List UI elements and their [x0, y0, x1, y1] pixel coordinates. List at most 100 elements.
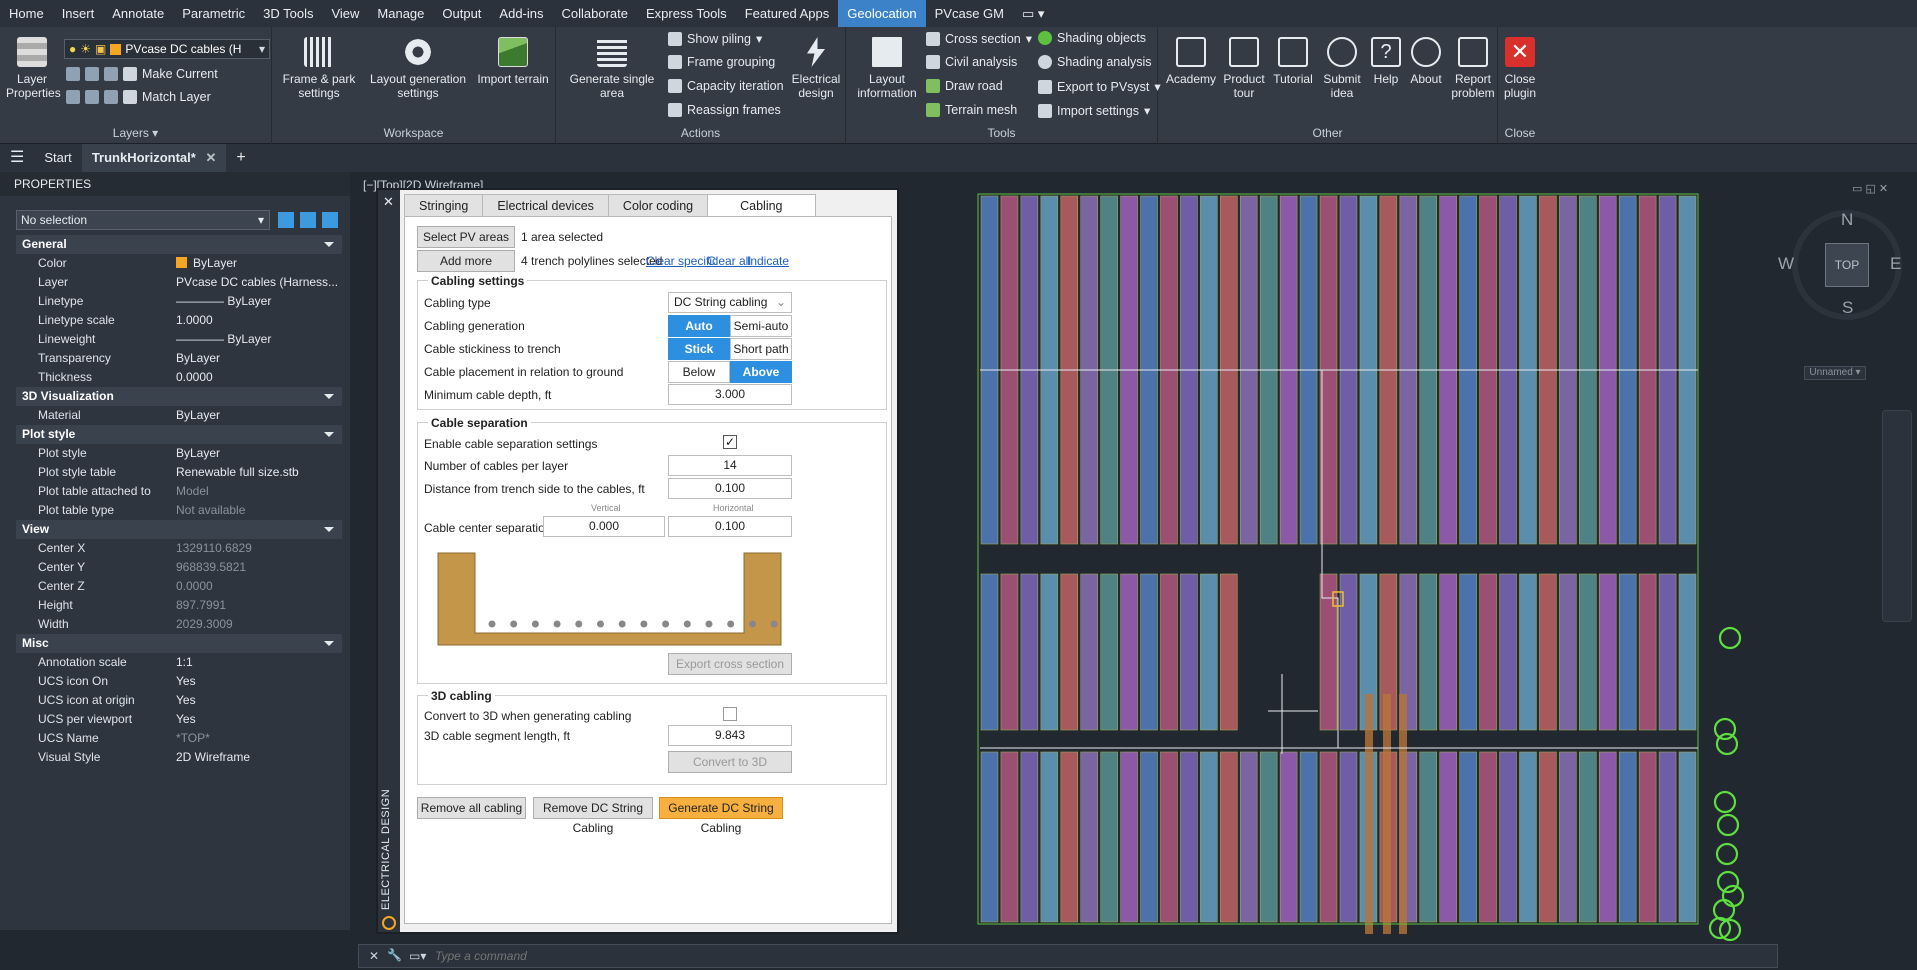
property-row[interactable]: Center X 1329110.6829: [16, 539, 342, 558]
panel-close-icon[interactable]: ✕: [383, 194, 394, 209]
property-row[interactable]: Visual Style 2D Wireframe: [16, 748, 342, 767]
property-value[interactable]: ByLayer: [176, 254, 342, 273]
property-value[interactable]: Model: [176, 484, 209, 498]
clear-specific-link[interactable]: Clear specific: [646, 254, 719, 268]
generate-dc-string-cabling-button[interactable]: Generate DC String Cabling: [659, 797, 783, 835]
property-row[interactable]: Plot style ByLayer: [16, 444, 342, 463]
clear-all-link[interactable]: Clear all: [707, 254, 752, 268]
shading-objects-button[interactable]: Shading objects: [1038, 31, 1146, 45]
add-trenchlines-button[interactable]: Add more trenchlines: [417, 250, 515, 288]
stickiness-stick-toggle[interactable]: Stick: [668, 338, 730, 360]
shading-analysis-button[interactable]: Shading analysis: [1038, 55, 1152, 69]
section-view[interactable]: View: [16, 520, 342, 539]
tab-start[interactable]: Start: [44, 150, 72, 165]
layer-tool-icon[interactable]: [66, 90, 80, 104]
section-general[interactable]: General: [16, 235, 342, 254]
viewcube-top-face[interactable]: TOP: [1825, 243, 1869, 287]
layer-tool-icon[interactable]: [66, 67, 80, 81]
tutorial-button[interactable]: Tutorial: [1270, 37, 1316, 86]
enable-separation-checkbox[interactable]: ✓: [723, 435, 737, 449]
close-icon[interactable]: ✕: [205, 150, 217, 165]
compass-south[interactable]: S: [1842, 298, 1854, 317]
menu-collaborate[interactable]: Collaborate: [561, 6, 629, 21]
compass-north[interactable]: N: [1841, 210, 1854, 229]
property-row[interactable]: Center Z 0.0000: [16, 577, 342, 596]
submit-idea-button[interactable]: Submit idea: [1318, 37, 1366, 100]
hamburger-menu-icon[interactable]: ☰: [10, 149, 25, 166]
layer-tool-icon[interactable]: [104, 67, 118, 81]
frame-park-settings-button[interactable]: Frame & park settings: [278, 37, 360, 100]
menu-express-tools[interactable]: Express Tools: [646, 6, 727, 21]
product-tour-button[interactable]: Product tour: [1220, 37, 1268, 100]
property-row[interactable]: Layer PVcase DC cables (Harness...: [16, 273, 342, 292]
property-value[interactable]: ByLayer: [176, 351, 221, 365]
match-layer-button[interactable]: Match Layer: [142, 90, 211, 104]
pickadd-toggle-icon[interactable]: [322, 212, 338, 228]
cabling-type-select[interactable]: DC String cabling ⌄: [668, 292, 792, 313]
workspace-switch-icon[interactable]: ▭ ▾: [1022, 6, 1045, 21]
remove-dc-string-cabling-button[interactable]: Remove DC String Cabling: [533, 797, 653, 835]
reassign-frames-button[interactable]: Reassign frames: [668, 103, 781, 117]
report-problem-button[interactable]: Report problem: [1448, 37, 1498, 100]
menu-home[interactable]: Home: [9, 6, 44, 21]
terrain-mesh-button[interactable]: Terrain mesh: [926, 103, 1017, 117]
command-input[interactable]: [435, 947, 1735, 965]
property-row[interactable]: Plot table type Not available: [16, 501, 342, 520]
show-piling-button[interactable]: Show piling ▾: [668, 31, 762, 46]
property-row[interactable]: Center Y 968839.5821: [16, 558, 342, 577]
generate-single-area-button[interactable]: Generate single area: [566, 37, 658, 100]
remove-all-cabling-button[interactable]: Remove all cabling: [417, 797, 526, 819]
navigation-bar[interactable]: [1882, 410, 1912, 622]
quick-select-icon[interactable]: [278, 212, 294, 228]
convert-3d-button[interactable]: Convert to 3D: [668, 751, 792, 773]
menu-geolocation[interactable]: Geolocation: [838, 0, 926, 27]
horizontal-separation-field[interactable]: 0.100: [668, 516, 792, 537]
tab-current-drawing[interactable]: TrunkHorizontal* ✕: [81, 144, 227, 172]
menu-manage[interactable]: Manage: [377, 6, 425, 21]
frame-grouping-button[interactable]: Frame grouping: [668, 55, 775, 69]
tab-cabling[interactable]: Cabling: [707, 194, 816, 217]
menu-insert[interactable]: Insert: [61, 6, 95, 21]
property-value[interactable]: Renewable full size.stb: [176, 465, 299, 479]
property-value[interactable]: ———— ByLayer: [176, 294, 272, 308]
import-settings-button[interactable]: Import settings ▾: [1038, 103, 1150, 118]
property-row[interactable]: Annotation scale 1:1: [16, 653, 342, 672]
tab-color-coding[interactable]: Color coding: [607, 194, 709, 217]
select-objects-icon[interactable]: [300, 212, 316, 228]
layer-dropdown[interactable]: ● ☀ ▣ PVcase DC cables (H ▾: [64, 39, 270, 59]
property-row[interactable]: Linetype scale 1.0000: [16, 311, 342, 330]
export-pvsyst-button[interactable]: Export to PVsyst ▾: [1038, 79, 1161, 94]
property-row[interactable]: Plot style table Renewable full size.stb: [16, 463, 342, 482]
layout-information-button[interactable]: Layout information: [852, 37, 922, 100]
cross-section-button[interactable]: Cross section ▾: [926, 31, 1032, 46]
menu-view[interactable]: View: [331, 6, 360, 21]
menu-pvcase-gm[interactable]: PVcase GM: [934, 6, 1004, 21]
compass-west[interactable]: W: [1778, 254, 1795, 273]
civil-analysis-button[interactable]: Civil analysis: [926, 55, 1017, 69]
menu-annotate[interactable]: Annotate: [112, 6, 165, 21]
generation-semi-auto-toggle[interactable]: Semi-auto: [730, 315, 792, 337]
property-row[interactable]: Color ByLayer: [16, 254, 342, 273]
property-row[interactable]: UCS icon On Yes: [16, 672, 342, 691]
ucs-dropdown[interactable]: Unnamed ▾: [1804, 366, 1866, 380]
min-depth-field[interactable]: 3.000: [668, 384, 792, 405]
cables-per-layer-field[interactable]: 14: [668, 455, 792, 476]
menu-featured-apps[interactable]: Featured Apps: [744, 6, 830, 21]
property-value[interactable]: PVcase DC cables (Harness...: [176, 275, 339, 289]
property-row[interactable]: UCS icon at origin Yes: [16, 691, 342, 710]
placement-below-toggle[interactable]: Below: [668, 361, 730, 383]
property-value[interactable]: Yes: [176, 674, 196, 688]
property-row[interactable]: UCS Name *TOP*: [16, 729, 342, 748]
import-terrain-button[interactable]: Import terrain: [476, 37, 550, 86]
menu-output[interactable]: Output: [442, 6, 482, 21]
property-row[interactable]: Lineweight ———— ByLayer: [16, 330, 342, 349]
wrench-icon[interactable]: 🔧: [387, 948, 402, 962]
selection-dropdown[interactable]: No selection ▾: [16, 210, 270, 230]
layer-properties-button[interactable]: Layer Properties: [6, 37, 61, 100]
close-icon[interactable]: ✕: [369, 949, 380, 963]
property-row[interactable]: Material ByLayer: [16, 406, 342, 425]
export-cross-section-button[interactable]: Export cross section: [668, 653, 792, 675]
property-row[interactable]: UCS per viewport Yes: [16, 710, 342, 729]
generation-auto-toggle[interactable]: Auto: [668, 315, 730, 337]
stickiness-short-path-toggle[interactable]: Short path: [730, 338, 792, 360]
